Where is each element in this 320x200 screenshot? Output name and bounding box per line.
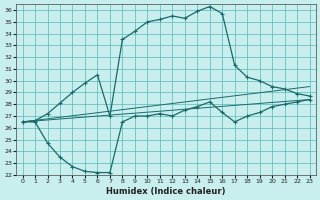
X-axis label: Humidex (Indice chaleur): Humidex (Indice chaleur) [106,187,226,196]
